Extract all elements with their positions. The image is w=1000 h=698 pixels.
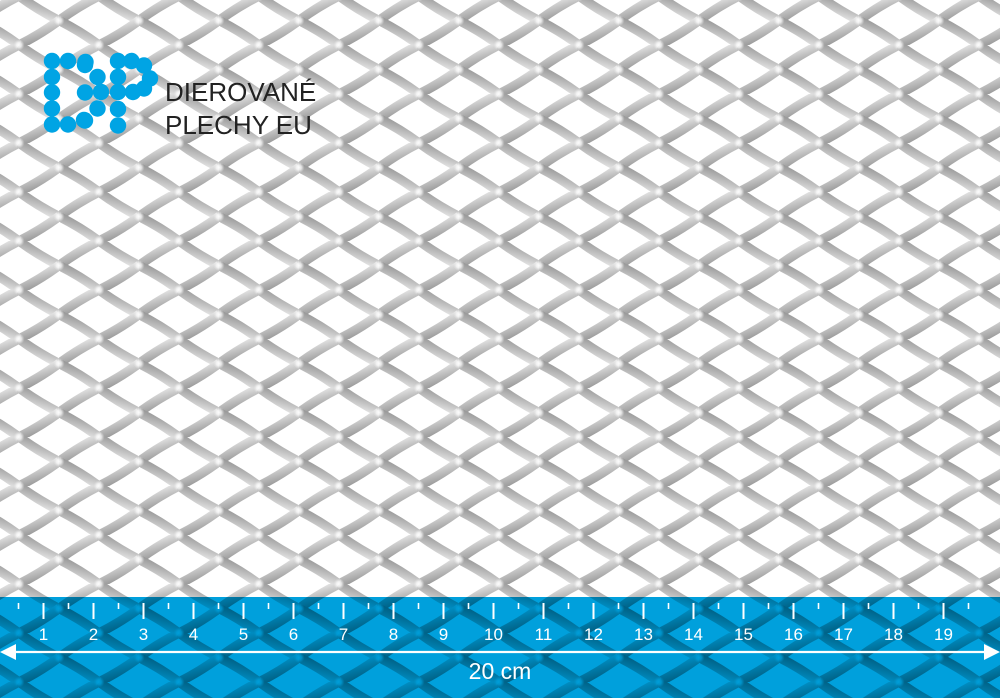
svg-text:1: 1 xyxy=(39,625,48,644)
svg-text:10: 10 xyxy=(484,625,503,644)
svg-text:14: 14 xyxy=(684,625,703,644)
svg-text:11: 11 xyxy=(535,625,553,644)
svg-text:2: 2 xyxy=(89,625,98,644)
svg-text:8: 8 xyxy=(389,625,398,644)
svg-text:4: 4 xyxy=(189,625,198,644)
svg-text:19: 19 xyxy=(934,625,953,644)
svg-text:7: 7 xyxy=(339,625,348,644)
svg-text:17: 17 xyxy=(834,625,853,644)
svg-text:3: 3 xyxy=(139,625,148,644)
svg-text:9: 9 xyxy=(439,625,448,644)
svg-text:6: 6 xyxy=(289,625,298,644)
svg-text:20 cm: 20 cm xyxy=(469,658,532,684)
svg-text:16: 16 xyxy=(784,625,803,644)
svg-text:5: 5 xyxy=(239,625,248,644)
svg-text:15: 15 xyxy=(734,625,753,644)
svg-text:18: 18 xyxy=(884,625,903,644)
svg-text:13: 13 xyxy=(634,625,653,644)
svg-text:12: 12 xyxy=(584,625,603,644)
